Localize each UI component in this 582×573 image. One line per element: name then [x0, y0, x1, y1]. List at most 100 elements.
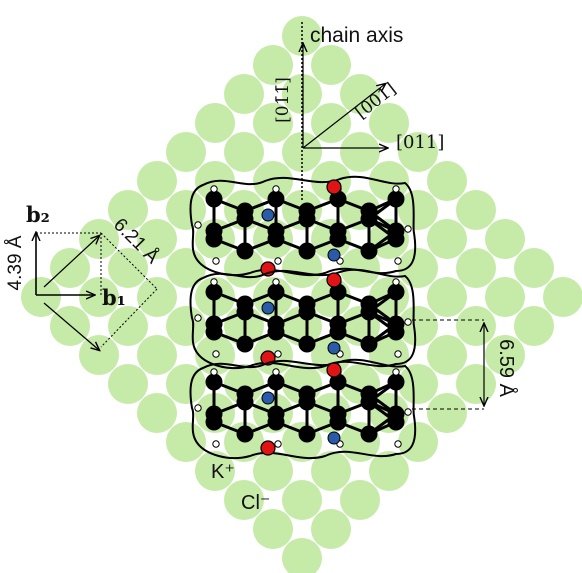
hydrogen-atom [404, 408, 412, 416]
carbon-atom [387, 413, 405, 431]
cl-ion [166, 306, 206, 346]
cl-ion [108, 190, 148, 230]
hydrogen-atom [274, 257, 282, 265]
cl-ion [166, 248, 206, 288]
chain-unit-outline [189, 358, 417, 460]
hydrogen-atom [272, 368, 280, 376]
cl-ion [514, 248, 554, 288]
cl-ion [398, 306, 438, 346]
chain-unit [189, 175, 417, 277]
cl-ion [108, 364, 148, 404]
anion-label: Cl⁻ [241, 492, 270, 514]
hydrogen-atom [212, 257, 220, 265]
cl-ion [427, 161, 467, 201]
oxygen-atom [326, 272, 342, 288]
carbon-atom [298, 393, 316, 411]
cl-ion [427, 335, 467, 375]
nitrogen-atom [327, 248, 341, 262]
cl-ion [282, 538, 322, 573]
carbon-atom [329, 323, 347, 341]
cl-ion [340, 480, 380, 520]
carbon-atom [329, 230, 347, 248]
chain-unit-outline [189, 175, 417, 277]
carbon-atom [329, 373, 347, 391]
cl-ion [137, 393, 177, 433]
cl-ion [195, 103, 235, 143]
carbon-atom [205, 283, 223, 301]
cl-ion [485, 219, 525, 259]
cl-ion [369, 451, 409, 491]
cl-ion [398, 248, 438, 288]
hydrogen-atom [404, 225, 412, 233]
cl-ion [456, 364, 496, 404]
carbon-atom [236, 335, 254, 353]
hydrogen-atom [404, 318, 412, 326]
cl-ion [137, 219, 177, 259]
hydrogen-atom [212, 440, 220, 448]
nitrogen-atom [261, 208, 275, 222]
len-439-label: 4.39 Å [5, 235, 26, 290]
cl-ion [340, 132, 380, 172]
rhomb-lower-right-edge [100, 288, 158, 348]
dir-001-arrow [302, 84, 385, 149]
carbon-atom [205, 323, 223, 341]
nitrogen-atom [327, 431, 341, 445]
cl-ion [224, 74, 264, 114]
cl-ion [282, 480, 322, 520]
carbon-atom [267, 230, 285, 248]
hydrogen-atom [272, 185, 280, 193]
cl-ion [224, 132, 264, 172]
cl-ion [456, 190, 496, 230]
oxygen-atom [260, 440, 276, 456]
hydrogen-atom [274, 440, 282, 448]
hydrogen-atom [394, 440, 402, 448]
cl-ion [253, 509, 293, 549]
carbon-atom [236, 242, 254, 260]
carbon-atom [298, 335, 316, 353]
carbon-atom [387, 230, 405, 248]
cl-ion [282, 248, 322, 288]
cl-ion [253, 161, 293, 201]
carbon-atom [205, 190, 223, 208]
cl-ion [398, 364, 438, 404]
carbon-atom [236, 425, 254, 443]
carbon-atom [329, 413, 347, 431]
cl-ion [398, 132, 438, 172]
carbon-atom [360, 242, 378, 260]
carbon-atom [329, 190, 347, 208]
cl-ion [224, 480, 264, 520]
carbon-atom [387, 190, 405, 208]
oxygen-atom [326, 179, 342, 195]
cation-label: K⁺ [211, 461, 235, 483]
cl-ion [456, 248, 496, 288]
hydrogen-atom [210, 368, 218, 376]
carbon-atom [387, 323, 405, 341]
cl-ion [456, 306, 496, 346]
cl-ion [137, 277, 177, 317]
cl-ion [340, 74, 380, 114]
carbon-atom [298, 210, 316, 228]
cl-ion [427, 393, 467, 433]
cl-ion [398, 190, 438, 230]
hydrogen-atom [210, 278, 218, 286]
cl-ion [166, 132, 206, 172]
cl-ion [166, 422, 206, 462]
carbon-atom [267, 283, 285, 301]
cl-ion [79, 277, 119, 317]
carbon-atom [205, 373, 223, 391]
carbon-atom [236, 393, 254, 411]
carbon-atom [267, 323, 285, 341]
cl-ion [224, 364, 264, 404]
chain-unit [189, 358, 417, 460]
cl-ion [21, 277, 61, 317]
hydrogen-atom [194, 221, 202, 229]
nitrogen-atom [327, 341, 341, 355]
cl-ion [427, 219, 467, 259]
diag-vector-up [43, 236, 99, 288]
hydrogen-atom [212, 350, 220, 358]
cl-ion [50, 248, 90, 288]
rhomb-upper-right-edge [100, 232, 158, 290]
hydrogen-atom [272, 278, 280, 286]
